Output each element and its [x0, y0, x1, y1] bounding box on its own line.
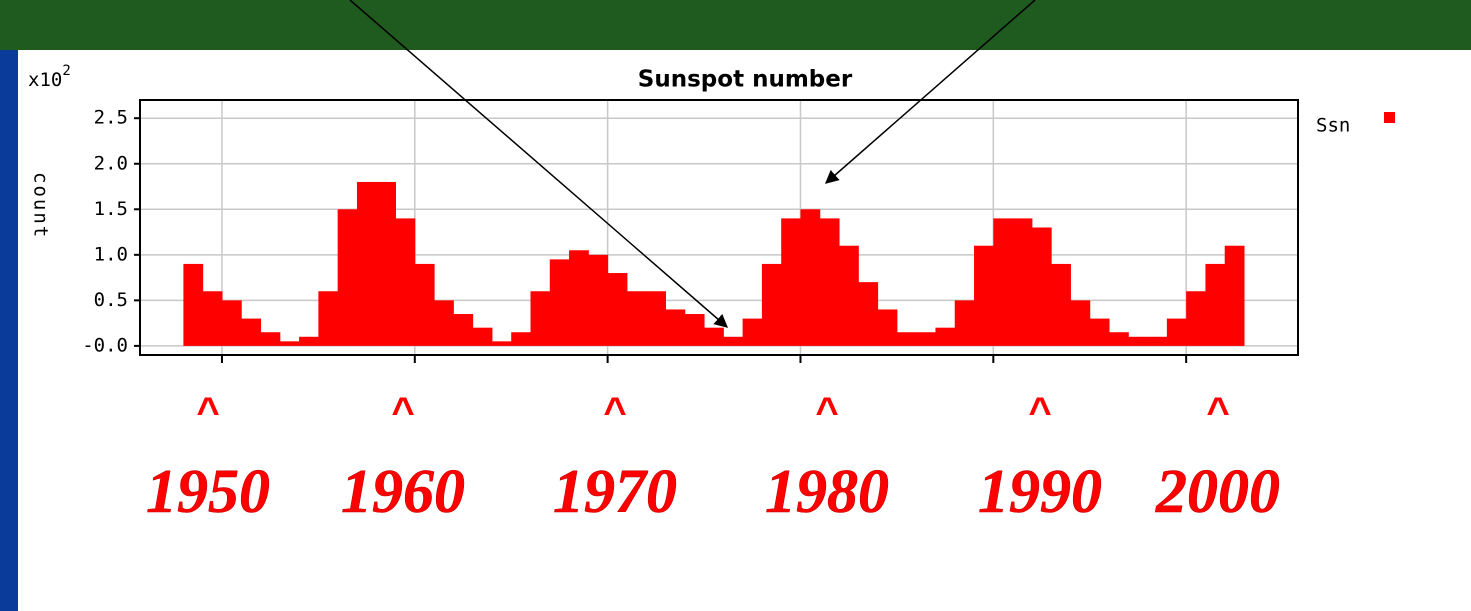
bar [221, 300, 242, 346]
bar [241, 318, 262, 346]
chart-title: Sunspot number [638, 67, 853, 93]
bar [761, 263, 782, 346]
y-tick-label: 2.5 [94, 107, 128, 129]
bar [935, 327, 956, 346]
year-label: 1950 [146, 458, 270, 526]
caret: ^ [603, 390, 626, 434]
bar [453, 314, 474, 346]
year-label: 1980 [765, 458, 889, 526]
bar [376, 181, 397, 346]
bar [839, 245, 859, 346]
multiplier-base: x10 [28, 69, 62, 91]
bar [1166, 318, 1187, 346]
bar [1147, 336, 1168, 346]
bar [800, 209, 821, 346]
bar [665, 309, 686, 346]
bar [1031, 227, 1052, 346]
bar [299, 336, 319, 346]
bar [974, 245, 994, 346]
bar [646, 291, 666, 346]
bar [993, 218, 1014, 346]
bar [626, 291, 647, 346]
y-axis-label: count [30, 172, 52, 239]
bar [781, 218, 801, 346]
bar [491, 341, 512, 346]
legend-swatch [1384, 112, 1395, 123]
legend-label: Ssn [1316, 115, 1350, 137]
year-label: 1960 [341, 458, 465, 526]
bar [877, 309, 898, 346]
bar [819, 218, 840, 346]
bar [684, 314, 705, 346]
left-band [0, 50, 18, 611]
bar [434, 300, 454, 346]
caret: ^ [1028, 390, 1051, 434]
year-label: 1990 [978, 458, 1102, 526]
bar [954, 300, 975, 346]
bar [337, 209, 358, 346]
year-label: 1970 [553, 458, 677, 526]
y-tick-label: 1.5 [94, 198, 128, 220]
bar [1089, 318, 1110, 346]
bar [1051, 263, 1071, 346]
bar [530, 291, 551, 346]
bar [549, 259, 570, 346]
plot-area [140, 100, 1298, 355]
bar [916, 332, 936, 346]
bar [858, 282, 879, 346]
bar [318, 291, 339, 346]
chart: 2.5 2.0 1.5 1.0 0.5 -0.0 Sunspot number x102 cou… [28, 63, 1395, 363]
top-band [0, 0, 1471, 50]
bar [472, 327, 493, 346]
bar [1224, 245, 1245, 346]
bar [260, 332, 281, 346]
caret: ^ [391, 390, 414, 434]
bar [723, 336, 744, 346]
bar [896, 332, 917, 346]
bar [202, 291, 223, 346]
caret: ^ [815, 390, 838, 434]
y-tick-label: 1.0 [94, 243, 128, 265]
year-label: 2000 [1155, 458, 1280, 526]
bar [1070, 300, 1091, 346]
bar [742, 318, 763, 346]
y-tick-label: 0.5 [94, 289, 128, 311]
bar [1012, 218, 1033, 346]
bar [704, 327, 724, 346]
arrow [349, 0, 729, 328]
bar [1186, 291, 1206, 346]
y-multiplier: x102 [28, 63, 71, 91]
bar [1128, 336, 1149, 346]
caret: ^ [196, 390, 219, 434]
bar [607, 273, 628, 346]
bar [356, 181, 377, 346]
bar [569, 250, 589, 346]
plot-frame [139, 99, 1299, 356]
caret: ^ [1206, 390, 1229, 434]
bar [414, 263, 435, 346]
bar [183, 263, 204, 346]
bar [1109, 332, 1129, 346]
arrow [824, 0, 1036, 184]
y-tick-label: -0.0 [82, 334, 128, 356]
bar [588, 254, 609, 346]
y-tick-label: 2.0 [94, 152, 128, 174]
bar [1205, 263, 1226, 346]
bar [511, 332, 531, 346]
bar [395, 218, 416, 346]
multiplier-exponent: 2 [62, 63, 70, 79]
bar [279, 341, 300, 346]
